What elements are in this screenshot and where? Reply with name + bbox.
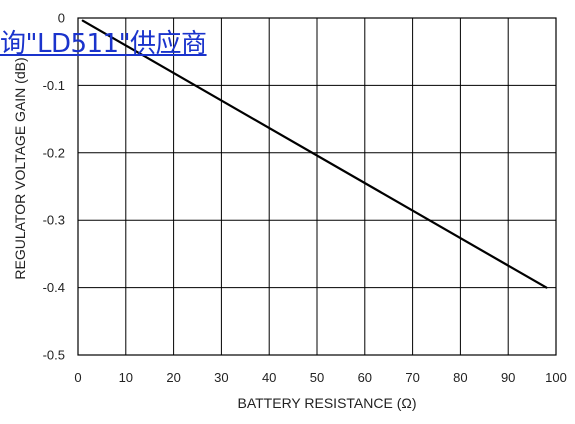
x-tick-label: 80 — [453, 370, 467, 385]
y-axis-label: REGULATOR VOLTAGE GAIN (dB) — [12, 57, 28, 279]
y-tick-labels: 0 -0.1 -0.2 -0.3 -0.4 -0.5 — [43, 11, 65, 363]
chart-grid — [77, 17, 557, 356]
x-tick-label: 0 — [74, 370, 81, 385]
x-tick-labels: 0 10 20 30 40 50 60 70 80 90 100 — [74, 370, 566, 385]
y-tick-label: -0.5 — [43, 348, 65, 363]
x-axis-label: BATTERY RESISTANCE (Ω) — [237, 395, 416, 411]
x-tick-label: 20 — [166, 370, 180, 385]
plot-frame — [77, 17, 557, 356]
x-tick-label: 60 — [358, 370, 372, 385]
x-tick-label: 30 — [214, 370, 228, 385]
supplier-inquiry-link[interactable]: 询"LD511"供应商 — [0, 29, 207, 59]
y-tick-label: -0.1 — [43, 78, 65, 93]
chart-series — [81, 19, 548, 289]
x-tick-label: 10 — [119, 370, 133, 385]
x-tick-label: 70 — [405, 370, 419, 385]
y-tick-label: -0.3 — [43, 213, 65, 228]
x-tick-label: 50 — [310, 370, 324, 385]
x-tick-label: 100 — [545, 370, 567, 385]
y-tick-label: -0.2 — [43, 145, 65, 160]
y-tick-label: 0 — [58, 11, 65, 26]
y-tick-label: -0.4 — [43, 280, 65, 295]
plot-border — [77, 17, 557, 356]
series-line-0 — [81, 19, 548, 289]
x-tick-label: 40 — [262, 370, 276, 385]
x-tick-label: 90 — [501, 370, 515, 385]
